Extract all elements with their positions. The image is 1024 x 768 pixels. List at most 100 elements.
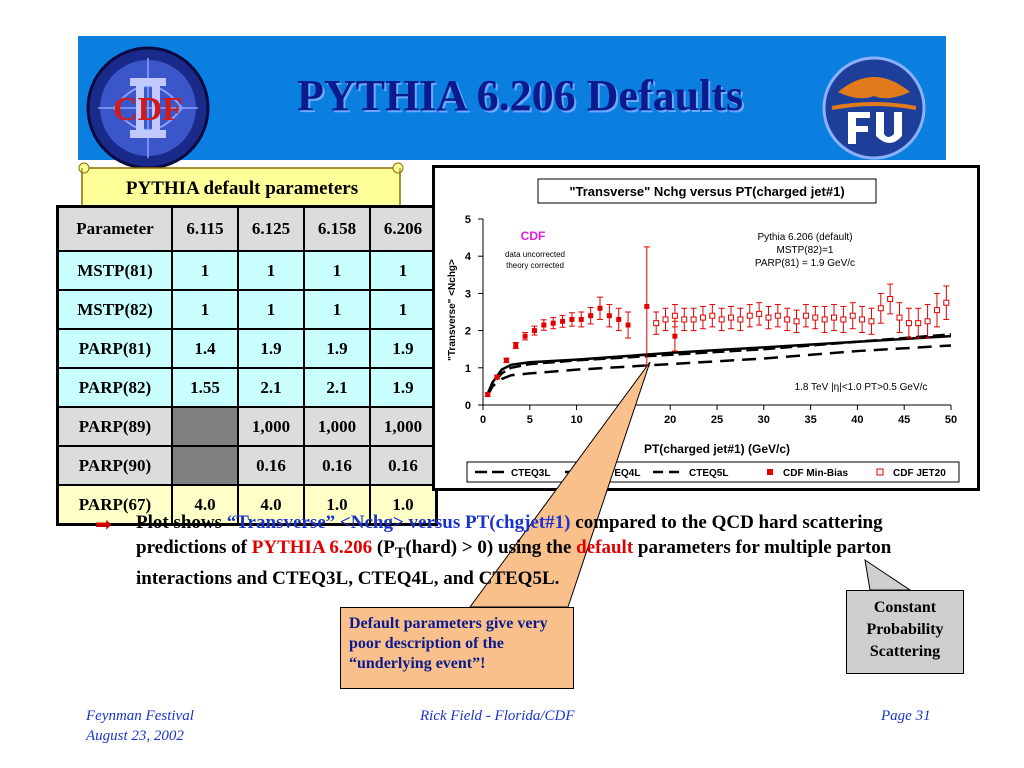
- table-cell: 0.16: [369, 445, 438, 486]
- data-point-jet20: [859, 316, 866, 323]
- footer-event: Feynman Festival: [86, 708, 194, 724]
- y-tick-label: 1: [465, 363, 471, 375]
- table-cell: 1: [171, 289, 239, 330]
- table-cell: PARP(82): [56, 367, 173, 408]
- table-cell-empty: [171, 445, 239, 486]
- series-line-cteq5l: [486, 344, 952, 397]
- annotation-cdf: CDF: [521, 229, 546, 243]
- table-cell: 1: [237, 250, 305, 291]
- column-header: Parameter: [56, 205, 173, 252]
- data-point-minbias: [503, 357, 509, 363]
- annotation-cdf-note1: data uncorrected: [505, 250, 565, 259]
- svg-text:CDF: CDF: [113, 91, 183, 128]
- table-cell: 2.1: [303, 367, 371, 408]
- legend-label: CDF Min-Bias: [783, 468, 848, 479]
- table-cell: 4.0: [171, 484, 239, 526]
- data-point-jet20: [718, 316, 725, 323]
- table-cell: PARP(67): [56, 484, 173, 526]
- header-banner: [78, 36, 946, 160]
- data-point-jet20: [840, 316, 847, 323]
- data-point-minbias: [550, 320, 556, 326]
- data-point-jet20: [765, 314, 772, 321]
- bullet-part: Plot shows: [136, 512, 227, 533]
- data-point-minbias: [644, 303, 650, 309]
- data-point-jet20: [812, 314, 819, 321]
- table-cell: 1.55: [171, 367, 239, 408]
- table-cell: MSTP(82): [56, 289, 173, 330]
- data-point-jet20: [896, 314, 903, 321]
- legend-swatch-minbias: [767, 469, 773, 475]
- table-cell: PARP(90): [56, 445, 173, 486]
- data-point-jet20: [756, 310, 763, 317]
- data-point-jet20: [728, 314, 735, 321]
- table-cell: 1: [237, 289, 305, 330]
- table-cell: 1.9: [369, 367, 438, 408]
- footer-page: Page 31: [881, 708, 931, 724]
- table-row: PARP(67) 4.0 4.0 1.0 1.0: [56, 484, 438, 526]
- column-header: 6.125: [237, 205, 305, 252]
- legend-label: CTEQ4L: [601, 468, 640, 479]
- table-row: PARP(82) 1.55 2.1 2.1 1.9: [56, 367, 438, 408]
- y-tick-label: 2: [465, 326, 471, 338]
- bullet-highlight-red: PYTHIA 6.206: [251, 537, 373, 558]
- legend-label: CTEQ3L: [511, 468, 550, 479]
- bullet-part: compared to the QCD hard scattering pred…: [136, 512, 883, 558]
- cdf-logo: CDF: [86, 46, 210, 170]
- parameter-table: Parameter 6.115 6.125 6.158 6.206 MSTP(8…: [56, 205, 438, 526]
- x-tick-label: 50: [945, 414, 957, 426]
- data-point-minbias: [560, 318, 566, 324]
- y-tick-label: 3: [465, 288, 471, 300]
- table-cell: MSTP(81): [56, 250, 173, 291]
- data-point-jet20: [746, 312, 753, 319]
- table-row: PARP(89) 1,000 1,000 1,000: [56, 406, 438, 447]
- data-point-jet20: [849, 312, 856, 319]
- data-point-jet20: [821, 316, 828, 323]
- y-tick-label: 5: [465, 214, 471, 226]
- table-cell: 1: [369, 250, 438, 291]
- data-point-jet20: [887, 295, 894, 302]
- x-tick-label: 35: [804, 414, 816, 426]
- data-point-jet20: [924, 318, 931, 325]
- table-cell: 1: [303, 289, 371, 330]
- y-tick-label: 0: [465, 400, 471, 412]
- table-header-row: Parameter 6.115 6.125 6.158 6.206: [56, 205, 438, 252]
- legend-swatch-jet20: [876, 468, 884, 476]
- data-point-jet20: [943, 299, 950, 306]
- data-point-minbias: [606, 313, 612, 319]
- bullet-part: (P: [372, 537, 395, 558]
- bullet-highlight-red: default: [576, 537, 634, 558]
- data-point-jet20: [653, 320, 660, 327]
- data-point-jet20: [915, 320, 922, 327]
- bullet-arrow-icon: ➡: [95, 514, 112, 536]
- table-cell: 1.4: [171, 328, 239, 369]
- table-row: PARP(81) 1.4 1.9 1.9 1.9: [56, 328, 438, 369]
- table-cell: 1,000: [303, 406, 371, 447]
- data-point-jet20: [681, 316, 688, 323]
- data-point-minbias: [513, 342, 519, 348]
- data-point-jet20: [671, 312, 678, 319]
- data-point-jet20: [690, 316, 697, 323]
- annotation-pythia1: Pythia 6.206 (default): [757, 232, 852, 243]
- x-axis-label: PT(charged jet#1) (GeV/c): [644, 442, 790, 456]
- bullet-subscript: T: [394, 544, 406, 562]
- y-axis-label: "Transverse" <Nchg>: [447, 259, 458, 361]
- data-point-jet20: [831, 314, 837, 321]
- chart-title: "Transverse" Nchg versus PT(charged jet#…: [569, 184, 844, 199]
- data-point-minbias: [672, 333, 678, 339]
- annotation-cuts: 1.8 TeV |η|<1.0 PT>0.5 GeV/c: [795, 382, 928, 393]
- table-row: PARP(90) 0.16 0.16 0.16: [56, 445, 438, 486]
- table-row: MSTP(81) 1 1 1 1: [56, 250, 438, 291]
- data-point-jet20: [737, 316, 744, 323]
- x-tick-label: 45: [898, 414, 910, 426]
- annotation-pythia2: MSTP(82)=1: [777, 245, 834, 256]
- column-header: 6.115: [171, 205, 239, 252]
- data-point-jet20: [905, 320, 912, 327]
- data-point-minbias: [531, 328, 537, 334]
- data-point-jet20: [709, 312, 716, 319]
- page-title: PYTHIA 6.206 Defaults: [296, 71, 744, 120]
- table-row: MSTP(82) 1 1 1 1: [56, 289, 438, 330]
- callout-constant: Constant Probability Scattering: [846, 590, 964, 674]
- table-cell: 0.16: [237, 445, 305, 486]
- data-point-minbias: [541, 322, 547, 328]
- y-tick-label: 4: [465, 251, 472, 263]
